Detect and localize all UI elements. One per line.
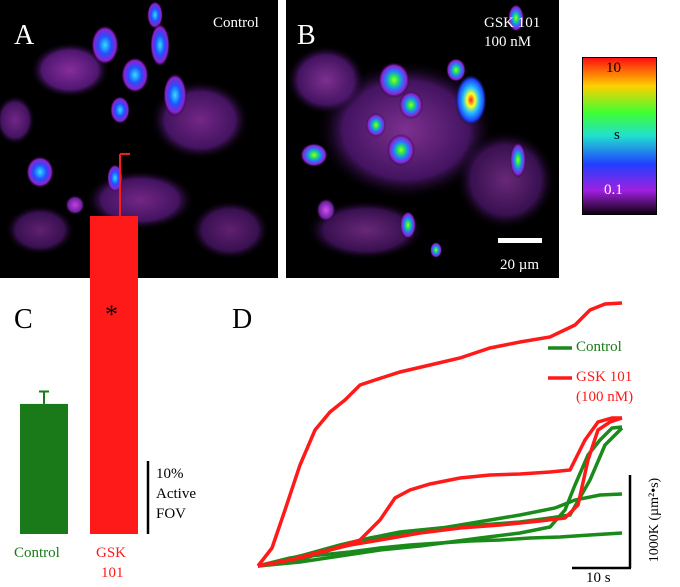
panel-b-label-line2: 100 nM — [484, 34, 532, 50]
category-label-control: Control — [14, 545, 60, 561]
panel-a-label: Control — [213, 15, 259, 31]
panel-c-letter: C — [14, 304, 33, 335]
significance-star: * — [105, 300, 118, 329]
category-label-gsk-1: GSK — [96, 545, 127, 561]
line-scale-y-label: 1000K (µm²•s) — [647, 477, 662, 563]
bar-rect-1 — [90, 216, 138, 534]
colorbar-max: 10 — [606, 60, 621, 76]
colorbar-min: 0.1 — [604, 182, 623, 198]
legend-label-control: Control — [576, 339, 622, 355]
panel-d-letter: D — [232, 304, 253, 335]
colorbar-unit: s — [614, 127, 620, 143]
bar-scale-label-1: 10% — [156, 466, 184, 482]
bar-scale-label-2: Active — [156, 486, 196, 502]
legend-label-gsk-1: GSK 101 — [576, 369, 633, 385]
category-label-gsk-2: 101 — [101, 565, 124, 581]
panel-a-cells — [0, 1, 270, 260]
panel-a-image — [0, 0, 278, 278]
legend-label-gsk-2: (100 nM) — [576, 389, 634, 405]
control-trace-4 — [257, 426, 624, 568]
scale-bar — [498, 238, 542, 243]
bar-control — [20, 390, 68, 534]
colorbar-frame — [582, 57, 657, 215]
panel-b-letter: B — [297, 20, 316, 51]
panel-b-image — [286, 0, 559, 278]
line-scale-x-label: 10 s — [586, 570, 611, 586]
gsk-trace-3 — [257, 416, 623, 568]
gsk-trace-1 — [256, 301, 623, 568]
bar-rect-0 — [20, 403, 68, 534]
panel-b-label-line1: GSK 101 — [484, 15, 541, 31]
panel-a-letter: A — [14, 20, 35, 51]
scale-bar-label: 20 µm — [500, 257, 540, 273]
control-trace-3 — [257, 425, 623, 568]
bar-scale-label-3: FOV — [156, 506, 187, 522]
panel-b-cells — [286, 4, 556, 260]
bar-gsk — [90, 152, 138, 534]
